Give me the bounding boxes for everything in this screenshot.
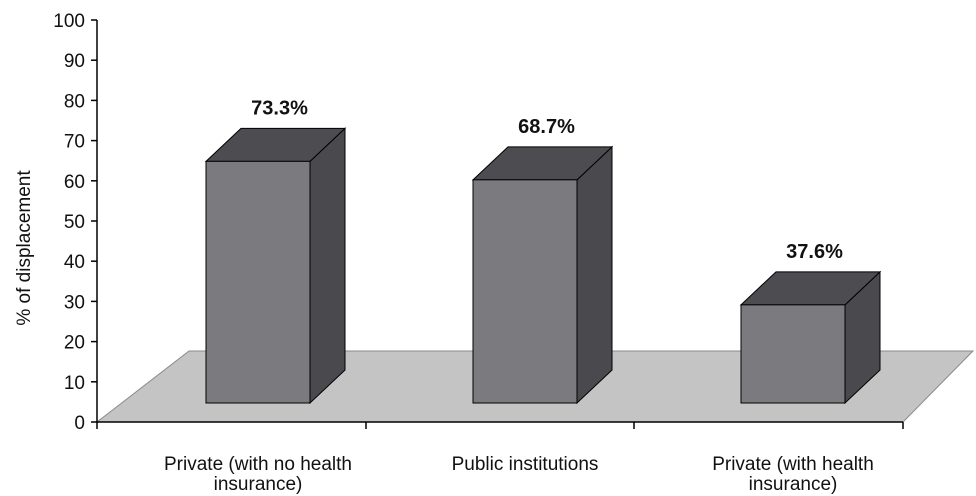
- bar-side: [309, 127, 346, 405]
- y-tick-label: 80: [64, 91, 85, 112]
- bar-front: [205, 160, 311, 404]
- y-tick-label: 30: [64, 292, 85, 313]
- labels: 73.3%Private (with no healthinsurance)68…: [164, 97, 874, 495]
- x-category-label: insurance): [749, 474, 838, 495]
- y-tick-label: 0: [74, 413, 85, 434]
- y-axis-label: % of displacement: [14, 170, 35, 326]
- bar: [204, 127, 347, 405]
- bar-front: [740, 304, 846, 404]
- y-tick-label: 50: [64, 212, 85, 233]
- y-tick-label: 20: [64, 333, 85, 354]
- x-category-label: Private (with no health: [164, 454, 352, 475]
- data-label: 68.7%: [518, 116, 575, 138]
- bar-side: [576, 145, 613, 405]
- y-tick-label: 40: [64, 252, 85, 273]
- x-category-label: Public institutions: [452, 454, 599, 475]
- y-tick-label: 70: [64, 132, 85, 153]
- bar-front: [472, 179, 578, 404]
- y-tick-label: 90: [64, 51, 85, 72]
- y-tick-label: 60: [64, 172, 85, 193]
- y-tick-label: 100: [53, 11, 85, 32]
- bar: [471, 145, 614, 405]
- data-label: 37.6%: [786, 241, 843, 263]
- data-label: 73.3%: [251, 97, 308, 119]
- axes: 0 10 20 30 40 50 60 70 80 90 100: [53, 11, 904, 434]
- bars: [204, 127, 882, 405]
- x-category-label: Private (with health: [712, 454, 874, 475]
- bar: [739, 270, 882, 405]
- x-category-label: insurance): [214, 474, 303, 495]
- y-tick-label: 10: [64, 373, 85, 394]
